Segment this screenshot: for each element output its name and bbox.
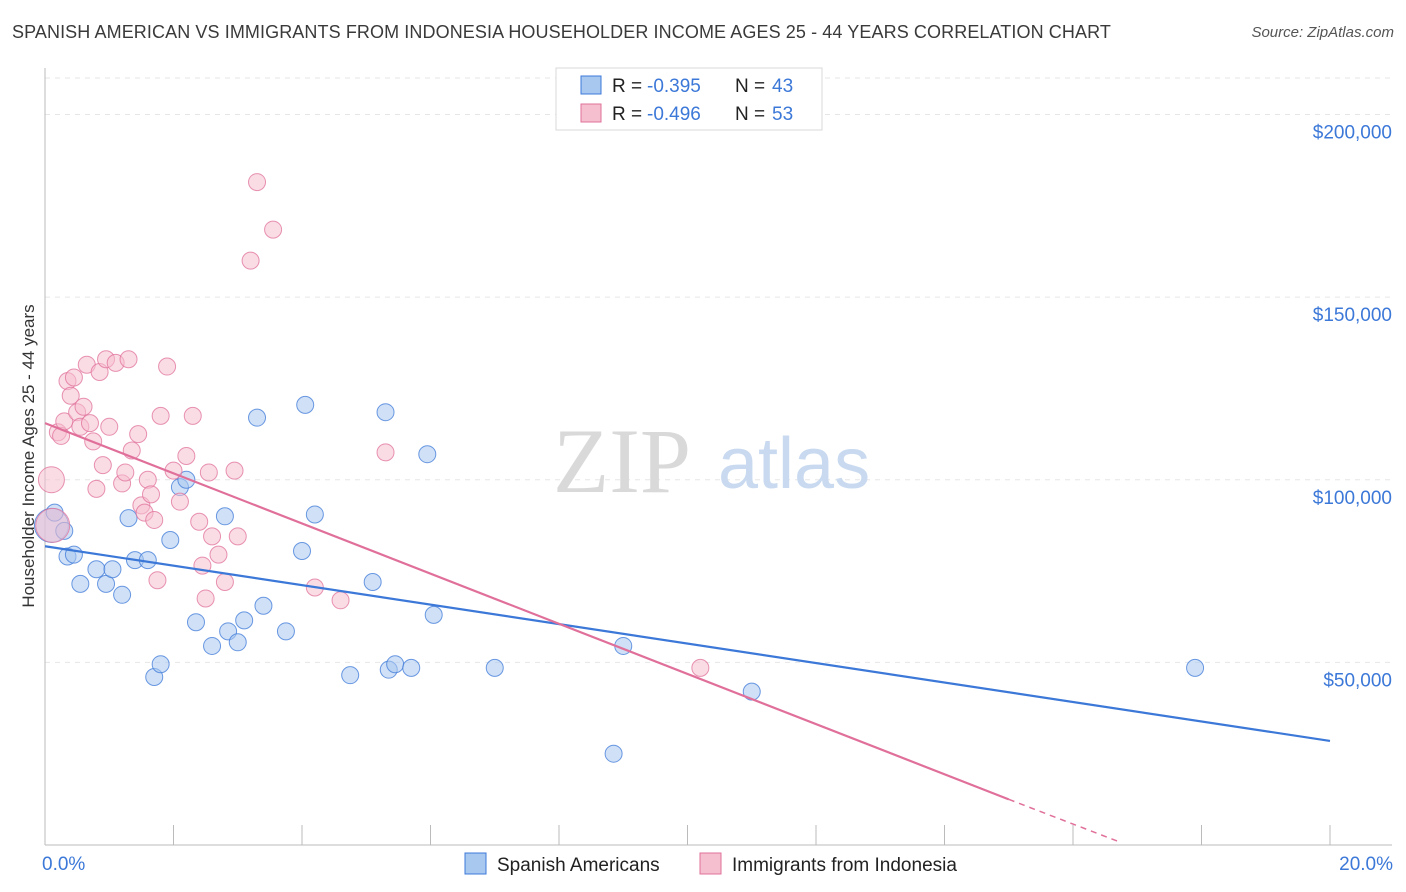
r-label: R = [612, 76, 642, 97]
spanish-american-point [113, 585, 132, 604]
indonesia-immigrant-point [35, 507, 71, 543]
indonesia-immigrant-point [225, 461, 244, 480]
indonesia-immigrant-point [215, 573, 234, 592]
indonesia-immigrant-point [37, 466, 65, 494]
y-axis-title: Householder Income Ages 25 - 44 years [19, 304, 38, 607]
indonesia-immigrant-point [64, 368, 83, 387]
spanish-american-point [87, 560, 106, 579]
spanish-american-point [254, 596, 273, 615]
indonesia-immigrant-point [145, 510, 164, 529]
spanish-american-point [235, 611, 254, 630]
spanish-american-point [485, 658, 504, 677]
spanish-american-point [293, 541, 311, 560]
spanish-american-point [376, 403, 395, 422]
spanish-american-point [103, 560, 122, 579]
spanish-american-point [386, 655, 405, 674]
spanish-american-point [341, 666, 360, 685]
indonesia-immigrant-point [148, 571, 167, 590]
indonesia-immigrant-point [80, 414, 99, 433]
indonesia-immigrant-point [691, 658, 710, 677]
indonesia-immigrant-point [209, 545, 228, 564]
indonesia-immigrant-point [177, 447, 196, 466]
x-tick-label: 0.0% [42, 854, 85, 875]
r-value: -0.496 [647, 104, 701, 125]
y-tick-label: $150,000 [1313, 305, 1392, 326]
spanish-american-point [276, 622, 295, 641]
indonesia-immigrant-trendline [44, 422, 1010, 801]
spanish-american-point [604, 744, 623, 763]
series-legend-label: Spanish Americans [497, 855, 660, 876]
indonesia-immigrant-point [129, 425, 148, 444]
n-value: 43 [772, 76, 793, 97]
indonesia-immigrant-point [100, 417, 119, 436]
spanish-american-point [151, 655, 170, 674]
y-tick-label: $50,000 [1323, 670, 1392, 691]
indonesia-immigrant-point [74, 397, 93, 416]
indonesia-immigrant-swatch [580, 103, 602, 123]
watermark-atlas: atlas [718, 424, 870, 504]
spanish-american-point [424, 605, 443, 624]
n-label: N = [735, 76, 765, 97]
spanish-american-point [71, 574, 90, 593]
spanish-american-point [402, 658, 421, 677]
gridlines [45, 77, 1392, 663]
indonesia-immigrant-point [241, 251, 260, 270]
indonesia-immigrant-point [183, 406, 202, 425]
spanish-american-point [1186, 658, 1205, 677]
spanish-american-point [228, 633, 247, 652]
stats-legend: R = -0.395 N = 43 R = -0.496 N = 53 [555, 67, 823, 131]
spanish-american-swatch [580, 75, 602, 95]
indonesia-immigrant-point [331, 591, 350, 610]
series-legend-label: Immigrants from Indonesia [732, 855, 957, 876]
indonesia-immigrant-point [158, 357, 177, 376]
r-value: -0.395 [647, 76, 701, 97]
spanish-american-point [161, 531, 180, 550]
watermark-zip: ZIP [553, 410, 691, 512]
y-tick-label: $100,000 [1313, 488, 1392, 509]
source-label: Source: ZipAtlas.com [1251, 24, 1394, 41]
watermark: ZIP atlas [553, 410, 870, 512]
n-label: N = [735, 104, 765, 125]
indonesia-immigrant-point [87, 479, 106, 498]
indonesia-immigrant-point [151, 406, 170, 425]
spanish-american-point [248, 408, 267, 427]
indonesia-immigrant-point [61, 386, 80, 405]
spanish-american-trendline [44, 545, 1331, 742]
spanish-american-legend-swatch [464, 852, 487, 875]
spanish-american-point [119, 509, 138, 528]
indonesia-immigrant-point [190, 512, 209, 531]
spanish-american-point [296, 395, 315, 414]
indonesia-immigrant-point [93, 456, 112, 475]
indonesia-immigrant-point [203, 527, 222, 546]
trend-lines [44, 422, 1331, 843]
tick-labels: $50,000 $100,000 $150,000 $200,000 0.0% 20.0% [42, 123, 1393, 875]
x-tick-label: 20.0% [1339, 854, 1393, 875]
indonesia-immigrant-legend-swatch [699, 852, 722, 875]
indonesia-immigrant-point [248, 173, 267, 192]
indonesia-immigrant-point [196, 589, 215, 608]
axes [44, 68, 1392, 846]
indonesia-immigrant-point [199, 463, 218, 482]
spanish-american-point [215, 507, 234, 526]
spanish-american-point [203, 636, 222, 655]
indonesia-immigrant-point [116, 463, 135, 482]
indonesia-immigrant-point [376, 443, 395, 462]
n-value: 53 [772, 104, 793, 125]
spanish-american-point [363, 573, 382, 592]
spanish-american-point [418, 445, 437, 464]
indonesia-immigrant-point [138, 470, 157, 489]
r-label: R = [612, 104, 642, 125]
indonesia-immigrant-point [228, 527, 247, 546]
spanish-american-point [186, 613, 205, 632]
y-tick-label: $200,000 [1313, 123, 1392, 144]
indonesia-immigrant-point [264, 220, 283, 239]
indonesia-immigrant-point [119, 350, 138, 369]
spanish-american-point [305, 505, 324, 524]
indonesia-immigrant-trendline-extension [1008, 798, 1119, 843]
chart-title: SPANISH AMERICAN VS IMMIGRANTS FROM INDO… [12, 22, 1111, 42]
indonesia-immigrant-point [142, 485, 161, 504]
series-legend: Spanish Americans Immigrants from Indones… [464, 852, 957, 876]
indonesia-immigrant-point [170, 492, 189, 511]
